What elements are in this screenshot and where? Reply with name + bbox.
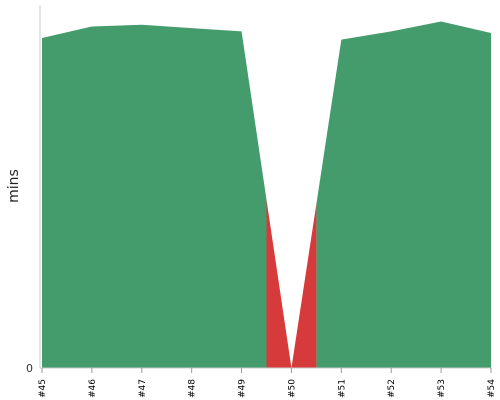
x-tick-label-53: #53 <box>437 379 447 398</box>
series-area <box>42 21 491 368</box>
x-tick-label-49: #49 <box>238 379 248 398</box>
x-tick-label-48: #48 <box>188 379 198 398</box>
failed-build-band-50 <box>266 199 317 368</box>
x-tick-label-51: #51 <box>337 379 347 398</box>
x-axis-ticks: #45 #46 #47 #48 #49 #50 #51 #52 #53 #54 <box>38 368 497 398</box>
data-point-47[interactable] <box>139 22 145 28</box>
x-tick-label-45: #45 <box>38 379 48 398</box>
data-point-53[interactable] <box>438 19 444 25</box>
x-tick-label-52: #52 <box>387 379 397 398</box>
y-tick-label-0: 0 <box>26 362 33 375</box>
data-point-52[interactable] <box>388 28 394 34</box>
data-point-49[interactable] <box>239 28 245 34</box>
x-tick-label-47: #47 <box>138 379 148 398</box>
area-layer <box>42 19 494 368</box>
data-point-48[interactable] <box>189 25 195 31</box>
x-tick-label-46: #46 <box>88 379 98 398</box>
x-tick-label-54: #54 <box>487 379 497 398</box>
data-point-54[interactable] <box>488 30 494 36</box>
data-point-51[interactable] <box>338 37 344 43</box>
y-axis-label: mins <box>6 169 22 203</box>
x-tick-label-50: #50 <box>287 379 297 398</box>
data-point-46[interactable] <box>89 23 95 29</box>
